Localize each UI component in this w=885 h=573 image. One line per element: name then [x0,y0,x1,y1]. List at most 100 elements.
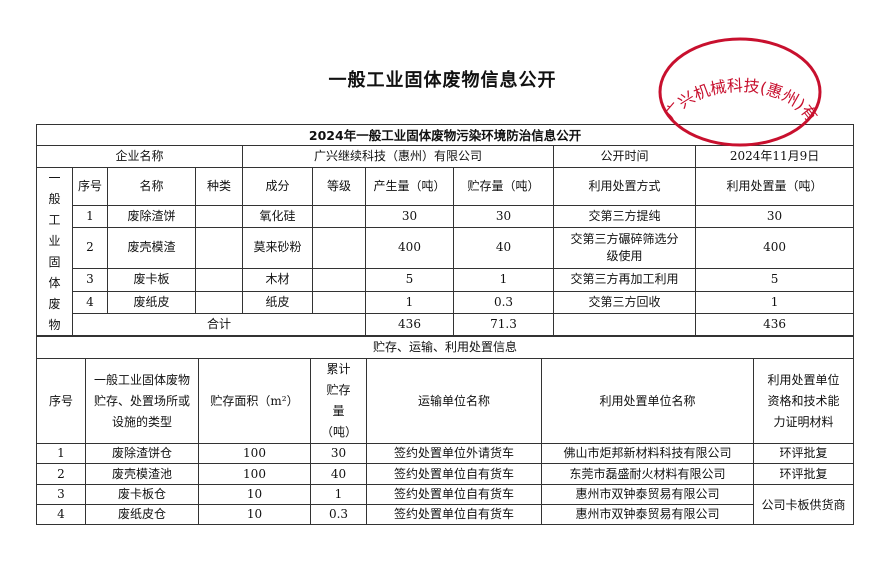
cell: 惠州市双钟泰贸易有限公司 [541,484,754,505]
header-row: 序号 一般工业固体废物贮存、处置场所或设施的类型 贮存面积（m²） 累计贮存量（… [36,358,855,444]
cell: 公司卡板供货商 [752,484,855,525]
cell: 惠州市双钟泰贸易有限公司 [541,504,754,525]
cell: 0.3 [310,504,367,525]
cell: 1 [694,290,855,314]
cell: 4 [72,290,108,314]
cell: 100 [198,463,311,485]
header-cell: 序号 [36,358,86,444]
cell: 交第三方回收 [553,290,696,314]
cell: 40 [453,227,554,269]
header-cell: 等级 [312,166,366,207]
cell: 环评批复 [752,443,855,464]
side-label: 一般工业固体废物 [36,167,73,337]
cell: 交第三方碾碎筛选分级使用 [553,227,696,269]
cell: 签约处置单位外请货车 [366,443,542,464]
cell: 废除渣饼仓 [85,443,199,464]
cell: 30 [694,205,855,229]
cell: 10 [198,484,311,505]
side-label-text: 一般工业固体废物 [48,171,61,332]
table-row: 1 废除渣饼仓 100 30 签约处置单位外请货车 佛山市炬邦新材料科技有限公司 环评批复 [36,443,855,464]
cell: 废纸皮仓 [85,504,199,525]
cell: 废卡板仓 [85,484,199,505]
total-stored: 71.3 [453,312,554,338]
cell: 40 [310,463,367,485]
cell: 2 [36,463,86,485]
cell: 废卡板 [107,267,196,292]
cell: 佛山市炬邦新材料科技有限公司 [541,443,754,464]
waste-info-table: 2024年一般工业固体废物污染环境防治信息公开 企业名称 广兴继续科技（惠州）有… [35,124,855,338]
table-row: 3 废卡板仓 10 1 签约处置单位自有货车 惠州市双钟泰贸易有限公司 公司卡板供货商 [36,484,855,525]
cell: 30 [453,205,554,229]
cell [312,290,366,314]
header-cell: 贮存量（吨） [453,166,554,207]
header-cell: 运输单位名称 [366,358,542,444]
header-cell: 成分 [242,166,313,207]
cell: 3 [72,267,108,292]
header-cell: 种类 [195,166,243,207]
cell: 400 [694,227,855,269]
cell [312,227,366,269]
cell: 废壳模渣池 [85,463,199,485]
cell: 签约处置单位自有货车 [366,504,542,525]
cell: 5 [694,267,855,292]
cell: 1 [365,290,454,314]
cell: 1 [72,205,108,229]
cell: 10 [198,504,311,525]
table-title: 2024年一般工业固体废物污染环境防治信息公开 [35,124,855,146]
table-row: 1 废除渣饼 氧化硅 30 30 交第三方提纯 30 [37,205,855,229]
document-title: 一般工业固体废物信息公开 [328,70,557,91]
cell: 东莞市磊盛耐火材料有限公司 [541,463,754,485]
header-cell: 利用处置单位资格和技术能力证明材料 [752,358,855,444]
cell [195,290,243,314]
cell: 环评批复 [752,463,855,485]
cell [195,205,243,229]
company-label: 企业名称 [36,145,243,168]
cell: 莫来砂粉 [242,227,313,269]
cell: 100 [198,443,311,464]
cell: 木材 [242,267,313,292]
section-title: 贮存、运输、利用处置信息 [35,335,855,359]
cell [195,227,243,269]
cell: 1 [453,267,554,292]
header-cell: 利用处置方式 [553,166,696,207]
total-label: 合计 [72,312,366,338]
company-name: 广兴继续科技（惠州）有限公司 [242,145,554,168]
header-cell: 一般工业固体废物贮存、处置场所或设施的类型 [85,358,199,444]
cell: 氧化硅 [242,205,313,229]
cell: 交第三方再加工利用 [553,267,696,292]
total-method [553,312,696,338]
header-row: 一般工业固体废物 序号 名称 种类 成分 等级 产生量（吨） 贮存量（吨） 利用… [36,166,855,337]
cell: 废壳模渣 [107,227,196,269]
header-cell: 产生量（吨） [365,166,454,207]
cell: 废除渣饼 [107,205,196,229]
cell [312,267,366,292]
table-row: 4 废纸皮 纸皮 1 0.3 交第三方回收 1 [37,290,855,314]
header-cell: 利用处置量（吨） [694,166,855,207]
cell: 4 [36,504,86,525]
header-cell: 利用处置单位名称 [541,358,754,444]
cell: 1 [36,443,86,464]
table-row: 4 废纸皮仓 10 0.3 签约处置单位自有货车 惠州市双钟泰贸易有限公司 [36,504,854,525]
cell: 签约处置单位自有货车 [366,484,542,505]
cell: 3 [36,484,86,505]
total-row: 合计 436 71.3 436 [37,312,855,338]
cell: 废纸皮 [107,290,196,314]
cell: 30 [310,443,367,464]
header-cell: 序号 [72,166,108,207]
cell: 2 [72,227,108,269]
cell: 1 [310,484,367,505]
cell: 交第三方提纯 [553,205,696,229]
cell: 5 [365,267,454,292]
header-cell: 名称 [107,166,196,207]
cell: 400 [365,227,454,269]
total-produced: 436 [365,312,454,338]
date-value: 2024年11月9日 [694,145,855,168]
table-row: 2 废壳模渣 莫来砂粉 400 40 交第三方碾碎筛选分级使用 400 [37,227,855,269]
table-row: 2 废壳模渣池 100 40 签约处置单位自有货车 东莞市磊盛耐火材料有限公司 环评批复 [36,463,855,485]
total-disposed: 436 [694,312,855,338]
table-row: 3 废卡板 木材 5 1 交第三方再加工利用 5 [37,267,855,292]
header-cell: 累计贮存量（吨） [310,358,367,444]
header-cell: 贮存面积（m²） [198,358,311,444]
cell [195,267,243,292]
storage-transport-table: 贮存、运输、利用处置信息 序号 一般工业固体废物贮存、处置场所或设施的类型 贮存… [35,335,855,525]
